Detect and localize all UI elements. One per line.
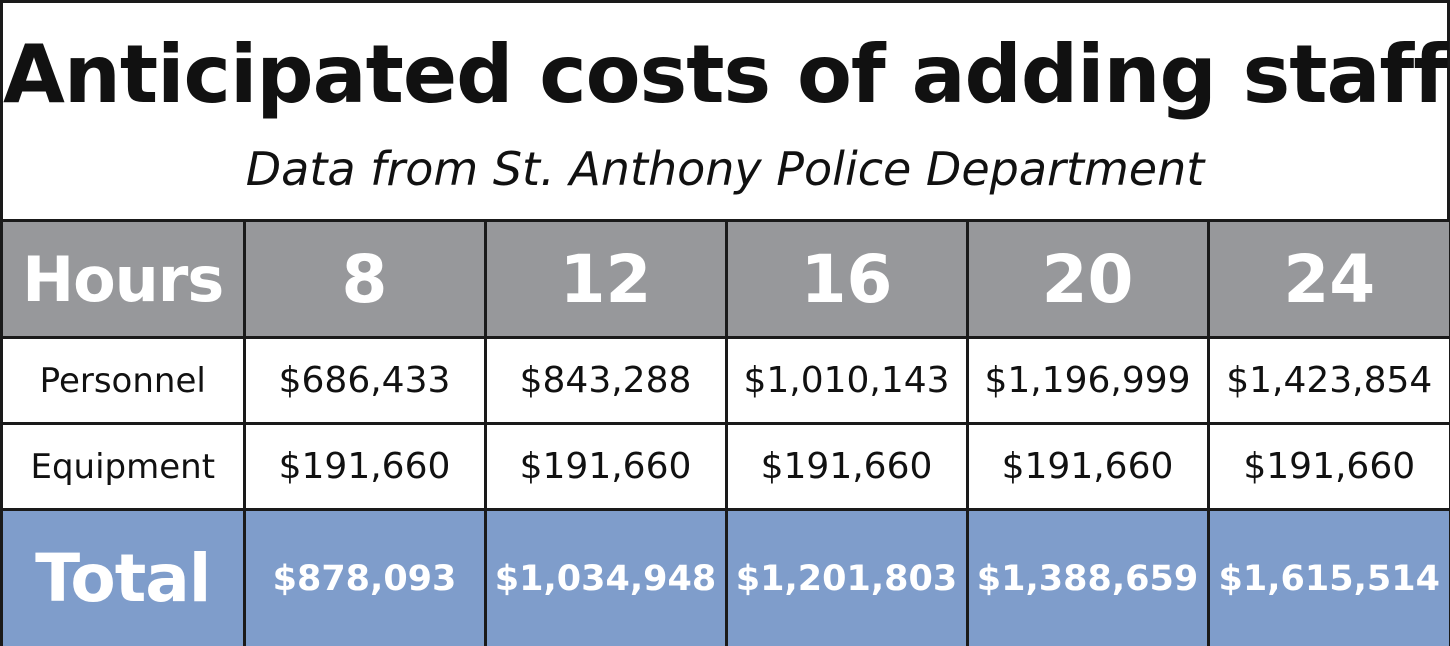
chart-subtitle: Data from St. Anthony Police Department [245, 142, 1205, 196]
cell-total-12: $1,034,948 [483, 508, 728, 646]
cell-total-8: $878,093 [242, 508, 487, 646]
chart-title: Anticipated costs of adding staff [3, 28, 1448, 121]
header-label-hours: Hours [3, 219, 246, 339]
row-label-equipment: Equipment [3, 422, 246, 511]
cell-equipment-12: $191,660 [483, 422, 728, 511]
row-label-personnel: Personnel [3, 336, 246, 425]
header-hours-20: 20 [965, 219, 1210, 339]
header-hours-16: 16 [724, 219, 969, 339]
cost-table: Hours 8 12 16 20 24 Personnel $686,433 $… [3, 219, 1449, 646]
cell-personnel-20: $1,196,999 [965, 336, 1210, 425]
row-label-total: Total [3, 508, 246, 646]
cell-personnel-8: $686,433 [242, 336, 487, 425]
cell-equipment-20: $191,660 [965, 422, 1210, 511]
header-hours-24: 24 [1206, 219, 1449, 339]
header-row: Hours 8 12 16 20 24 [3, 219, 1449, 339]
header-hours-12: 12 [483, 219, 728, 339]
cell-total-20: $1,388,659 [965, 508, 1210, 646]
cell-personnel-12: $843,288 [483, 336, 728, 425]
cell-equipment-16: $191,660 [724, 422, 969, 511]
table-row-total: Total $878,093 $1,034,948 $1,201,803 $1,… [3, 508, 1449, 646]
cell-total-24: $1,615,514 [1206, 508, 1449, 646]
cell-personnel-24: $1,423,854 [1206, 336, 1449, 425]
table-row-personnel: Personnel $686,433 $843,288 $1,010,143 $… [3, 336, 1449, 425]
cell-equipment-8: $191,660 [242, 422, 487, 511]
header-hours-8: 8 [242, 219, 487, 339]
title-block: Anticipated costs of adding staff Data f… [3, 3, 1448, 219]
cell-equipment-24: $191,660 [1206, 422, 1449, 511]
cell-total-16: $1,201,803 [724, 508, 969, 646]
cell-personnel-16: $1,010,143 [724, 336, 969, 425]
table-row-equipment: Equipment $191,660 $191,660 $191,660 $19… [3, 422, 1449, 511]
